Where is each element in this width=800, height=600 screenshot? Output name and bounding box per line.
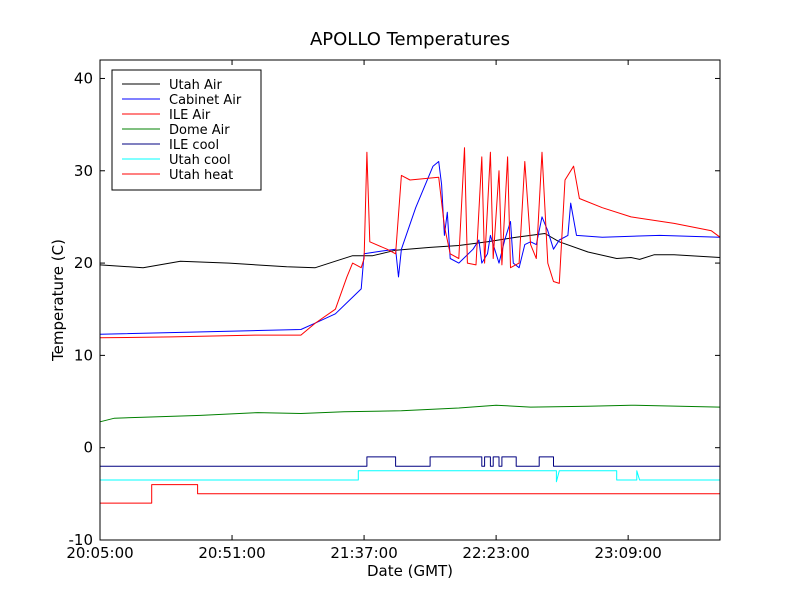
- legend-label: Cabinet Air: [169, 93, 242, 108]
- legend-label: Utah Air: [169, 78, 222, 93]
- x-tick-label: 23:09:00: [594, 544, 661, 562]
- y-axis-label: Temperature (C): [49, 239, 67, 362]
- x-tick-label: 22:23:00: [462, 544, 529, 562]
- axis-ticks: 20:05:00 20:51:00 21:37:00 22:23:00 23:09:00…: [66, 60, 720, 562]
- x-tick-label: 20:05:00: [66, 544, 133, 562]
- x-tick-label: 21:37:00: [330, 544, 397, 562]
- y-tick-label: 0: [83, 439, 93, 457]
- legend-label: Dome Air: [169, 123, 230, 138]
- x-tick-label: 20:51:00: [198, 544, 265, 562]
- series-line-2: [99, 161, 721, 335]
- series-line-7: [100, 484, 720, 504]
- y-tick-label: -10: [69, 531, 94, 549]
- legend-label: ILE cool: [169, 138, 219, 153]
- legend-box: [111, 69, 262, 191]
- y-tick-label: 40: [74, 69, 93, 87]
- series-line-4: [99, 404, 721, 423]
- legend-label: ILE Air: [169, 108, 211, 123]
- y-tick-label: 20: [74, 254, 93, 272]
- y-tick-label: 10: [74, 346, 93, 364]
- legend-label: Utah cool: [169, 153, 231, 168]
- plot-frame: [99, 59, 721, 541]
- series-line-1: [99, 233, 721, 269]
- x-axis-label: Date (GMT): [367, 562, 453, 580]
- series-line-6: [100, 470, 720, 483]
- series-line-5: [100, 456, 720, 467]
- chart-title: APOLLO Temperatures: [310, 29, 510, 50]
- y-tick-label: 30: [74, 162, 93, 180]
- series-line-3: [99, 147, 721, 339]
- legend-label: Utah heat: [169, 168, 233, 183]
- series-lines: [99, 147, 721, 504]
